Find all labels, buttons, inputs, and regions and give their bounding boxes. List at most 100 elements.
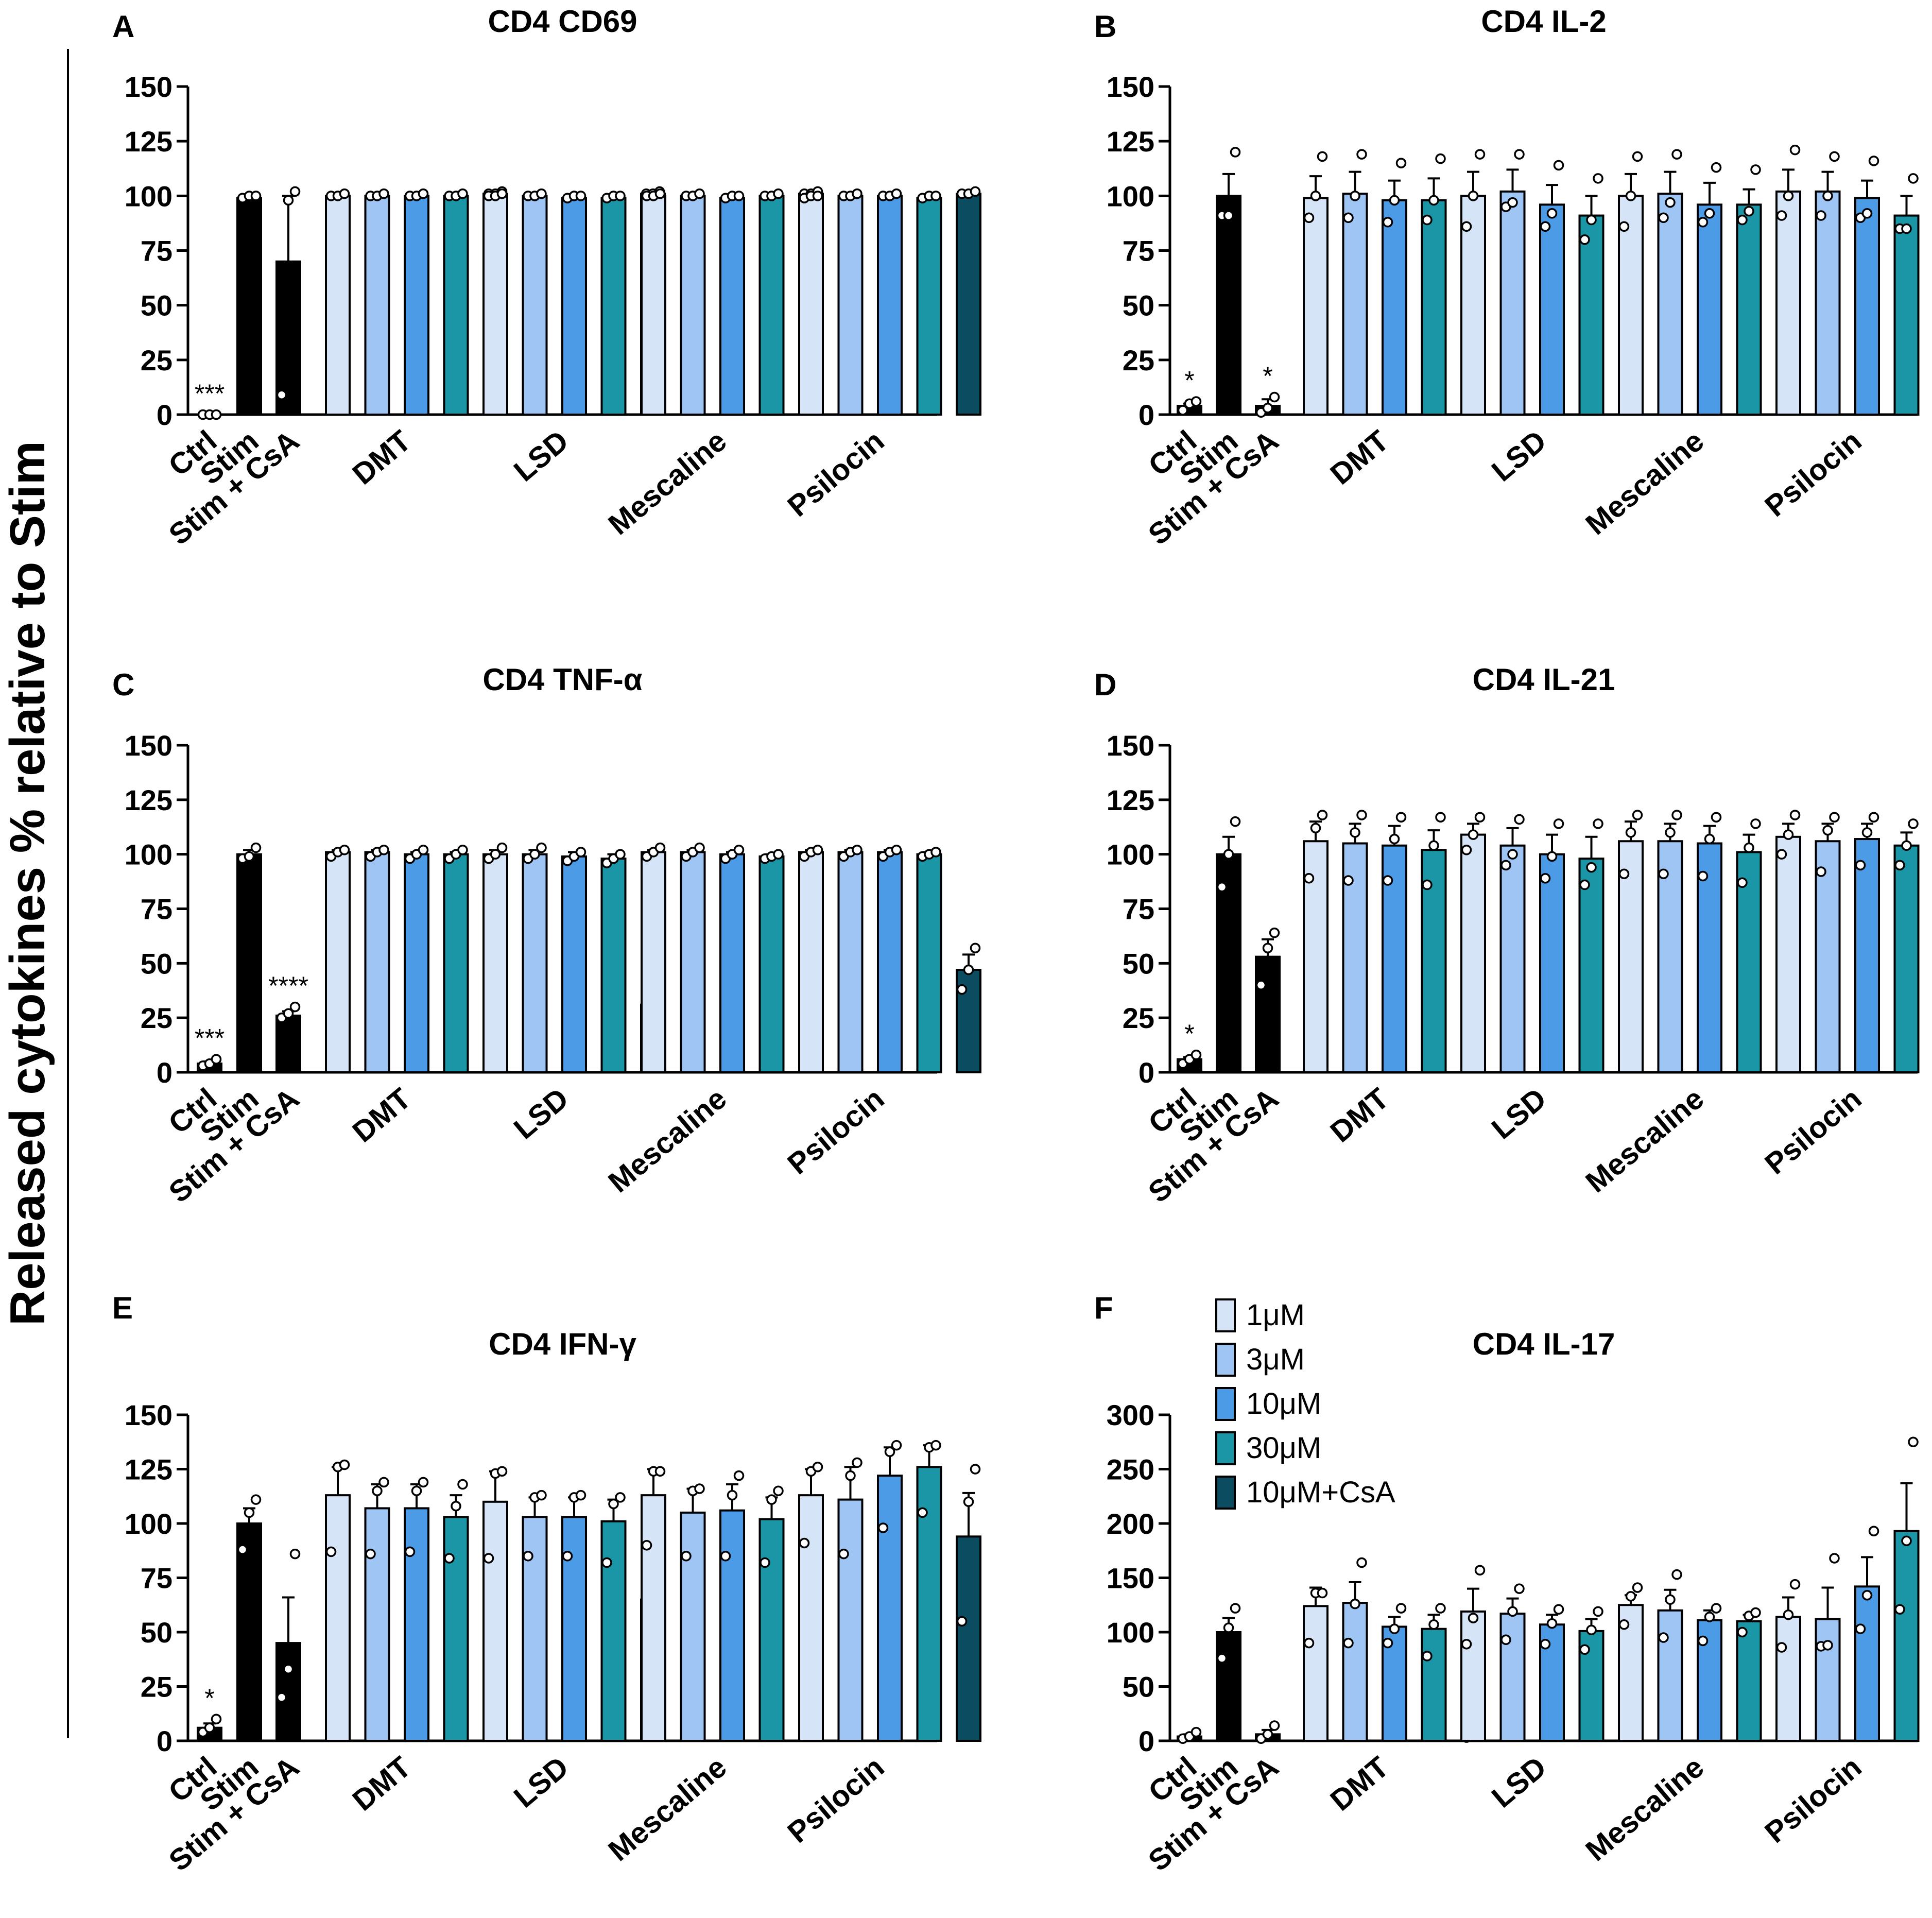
data-point <box>1625 827 1636 838</box>
y-tick-label: 25 <box>1123 1002 1154 1034</box>
data-point <box>1317 151 1328 162</box>
data-point <box>1625 191 1636 201</box>
data-point <box>733 191 745 201</box>
bar-dmt-4 <box>1421 199 1447 416</box>
significance-label: * <box>1263 362 1272 390</box>
data-point <box>1540 1638 1551 1650</box>
y-tick-label: 75 <box>1123 235 1154 267</box>
data-point <box>483 1553 494 1564</box>
data-point <box>529 849 540 860</box>
data-point <box>601 1557 612 1568</box>
legend-label: 3μM <box>1246 1343 1305 1376</box>
data-point <box>1216 1653 1228 1664</box>
data-point <box>1389 1623 1400 1634</box>
data-point <box>1737 214 1748 226</box>
data-point <box>1500 1634 1511 1646</box>
significance-label: *** <box>195 1024 225 1053</box>
data-point <box>956 1616 968 1627</box>
data-point <box>1868 1526 1879 1537</box>
data-point <box>418 188 429 199</box>
data-point <box>681 1551 692 1562</box>
data-point <box>654 842 666 853</box>
data-point <box>1507 849 1518 860</box>
panel-title: CD4 IL-2 <box>1481 4 1606 39</box>
data-point <box>562 1551 573 1562</box>
bar-psilocin-4 <box>1893 1530 1920 1742</box>
data-point <box>1632 810 1643 820</box>
bar-lsd-3 <box>1539 853 1565 1073</box>
data-point <box>760 1557 770 1568</box>
bar-mescaline-1 <box>1618 195 1644 416</box>
data-point <box>457 1479 468 1490</box>
data-point <box>536 188 547 199</box>
legend: 1μM 3μM 10μM 30μM 10μM+CsA <box>1215 1298 1395 1510</box>
data-point <box>378 188 389 199</box>
y-tick-label: 75 <box>1123 893 1154 926</box>
bar-dmt-2 <box>364 195 390 416</box>
bar-dmt-4 <box>443 195 469 416</box>
y-tick-label: 125 <box>1107 784 1154 816</box>
data-point <box>289 1548 301 1560</box>
legend-swatch <box>1215 1298 1236 1332</box>
y-tick-label: 0 <box>1138 399 1154 431</box>
data-point <box>339 844 350 855</box>
bar-stim-csa <box>275 260 301 416</box>
bar-psilocin-1 <box>1775 835 1801 1074</box>
data-point <box>325 1546 337 1557</box>
data-point <box>1593 818 1603 829</box>
bar-lsd-4 <box>1578 214 1605 416</box>
data-point <box>891 844 902 855</box>
data-point <box>496 842 508 853</box>
data-point <box>615 1492 626 1503</box>
bar-lsd-3 <box>561 1516 587 1742</box>
data-point <box>1894 1604 1905 1615</box>
data-point <box>237 1544 248 1555</box>
bar-mescaline-2 <box>680 1511 706 1742</box>
data-point <box>1618 868 1630 880</box>
data-point <box>1908 1436 1919 1447</box>
data-point <box>1343 875 1354 886</box>
y-tick-label: 75 <box>141 1562 173 1595</box>
data-point <box>283 1008 294 1019</box>
bar-psilocin-1 <box>1775 190 1801 416</box>
x-category-label: Mescaline <box>602 1082 733 1199</box>
legend-label: 10μM+CsA <box>1246 1476 1395 1509</box>
data-point <box>1468 829 1479 840</box>
bar-lsd-4 <box>600 1520 627 1742</box>
significance-label: * <box>204 1684 214 1712</box>
y-tick-label: 0 <box>157 1725 173 1757</box>
data-point <box>1618 221 1630 232</box>
data-point <box>1474 1565 1486 1576</box>
data-point <box>733 1470 745 1481</box>
data-point <box>1822 191 1833 201</box>
data-point <box>1618 1619 1630 1630</box>
data-point <box>339 188 350 199</box>
data-point <box>1861 1590 1873 1601</box>
data-point <box>496 188 508 199</box>
data-point <box>1422 879 1433 890</box>
data-point <box>963 964 974 975</box>
bar-mescaline-3 <box>1697 203 1722 416</box>
data-point <box>766 1494 777 1505</box>
data-point <box>1230 816 1241 827</box>
data-point <box>1310 823 1321 834</box>
data-point <box>289 1001 301 1013</box>
data-point <box>1262 403 1273 414</box>
x-category-label: DMT <box>346 1082 417 1149</box>
data-point <box>1428 195 1439 206</box>
legend-label: 1μM <box>1246 1298 1305 1332</box>
legend-swatch <box>1215 1387 1236 1421</box>
bar-psilocin-1 <box>798 195 824 416</box>
panel-letter: B <box>1094 9 1116 44</box>
x-category-label: Mescaline <box>602 1750 733 1868</box>
data-point <box>694 1483 705 1494</box>
significance-label: **** <box>268 971 308 1000</box>
data-point <box>970 943 981 953</box>
bar-stim <box>236 1522 262 1742</box>
bar-dmt-1 <box>325 195 351 416</box>
y-tick-label: 0 <box>157 1056 173 1089</box>
x-category-label: Psilocin <box>1758 424 1868 523</box>
data-point <box>575 191 586 201</box>
bar-psilocin-4 <box>1893 214 1920 416</box>
panel-letter: F <box>1094 1291 1113 1325</box>
